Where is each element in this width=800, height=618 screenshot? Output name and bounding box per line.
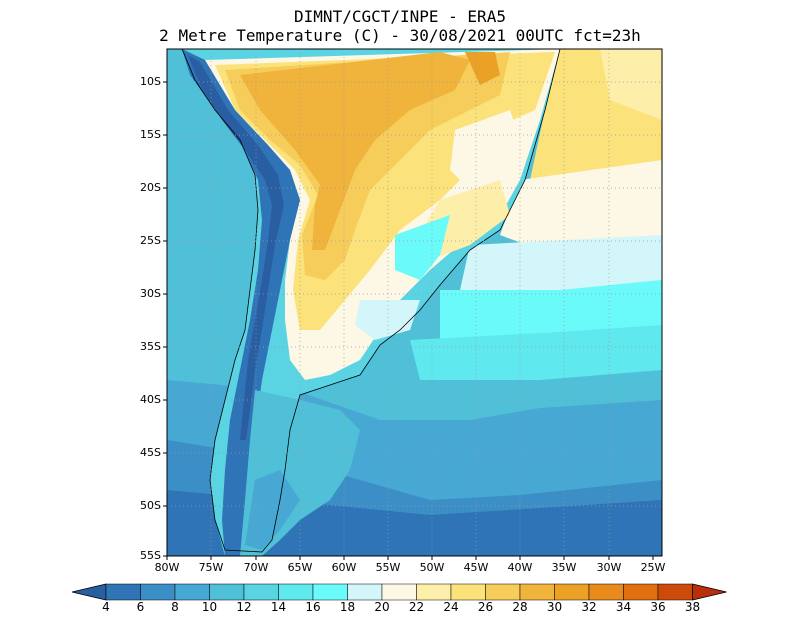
map-title: DIMNT/CGCT/INPE - ERA5	[294, 7, 506, 26]
lon-label: 65W	[287, 561, 313, 574]
colorbar-swatch	[278, 583, 314, 601]
colorbar-swatch	[485, 583, 521, 601]
colorbar-label: 20	[374, 600, 390, 614]
lon-label: 45W	[463, 561, 489, 574]
colorbar-label: 38	[684, 600, 701, 614]
map-subtitle: 2 Metre Temperature (C) - 30/08/2021 00U…	[159, 26, 641, 45]
colorbar-label: 32	[581, 600, 597, 614]
colorbar-swatch	[347, 583, 383, 601]
colorbar-swatch	[105, 583, 141, 601]
colorbar-swatch	[416, 583, 452, 601]
lon-label: 70W	[243, 561, 269, 574]
temperature-field	[167, 49, 662, 556]
colorbar-label: 4	[102, 600, 110, 614]
lon-label: 50W	[419, 561, 445, 574]
lat-label: 45S	[140, 446, 161, 459]
colorbar-label: 12	[236, 600, 252, 614]
colorbar-label: 26	[477, 600, 494, 614]
colorbar-label: 10	[201, 600, 218, 614]
lat-label: 35S	[140, 340, 161, 353]
colorbar-swatch	[174, 583, 210, 601]
map-frame	[166, 48, 663, 557]
colorbar-swatch	[588, 583, 624, 601]
colorbar-swatch	[243, 583, 279, 601]
lon-label: 25W	[640, 561, 666, 574]
lat-label: 50S	[140, 499, 161, 512]
colorbar-swatch	[519, 583, 555, 601]
colorbar-swatch	[554, 583, 590, 601]
lat-label: 25S	[140, 234, 161, 247]
colorbar-label: 8	[171, 600, 179, 614]
lat-label: 55S	[140, 549, 161, 562]
lat-label: 15S	[140, 128, 161, 141]
lon-label: 30W	[596, 561, 622, 574]
graticule	[167, 49, 662, 556]
colorbar-label: 14	[270, 600, 287, 614]
lat-label: 40S	[140, 393, 161, 406]
colorbar-label: 30	[546, 600, 563, 614]
colorbar-swatch	[657, 583, 693, 601]
colorbar-label: 22	[408, 600, 425, 614]
colorbar-swatch	[381, 583, 417, 601]
lon-label: 40W	[507, 561, 533, 574]
lon-label: 60W	[331, 561, 357, 574]
coastline	[181, 49, 561, 553]
colorbar-swatch	[450, 583, 486, 601]
colorbar-label: 18	[339, 600, 356, 614]
colorbar-swatch	[312, 583, 348, 601]
lon-label: 75W	[198, 561, 224, 574]
lon-label: 35W	[551, 561, 577, 574]
colorbar	[71, 583, 727, 601]
colorbar-label: 28	[512, 600, 528, 614]
lat-label: 10S	[140, 75, 161, 88]
colorbar-arrow-left	[71, 583, 107, 601]
colorbar-label: 34	[615, 600, 632, 614]
colorbar-label: 16	[305, 600, 321, 614]
colorbar-label: 6	[136, 600, 145, 614]
axis-ticks	[163, 81, 654, 560]
colorbar-label: 36	[650, 600, 666, 614]
colorbar-arrow-right	[692, 583, 727, 601]
lon-label: 80W	[154, 561, 180, 574]
lat-label: 20S	[140, 181, 161, 194]
colorbar-swatch	[140, 583, 176, 601]
colorbar-swatch	[209, 583, 245, 601]
colorbar-swatch	[623, 583, 659, 601]
lat-label: 30S	[140, 287, 161, 300]
lon-label: 55W	[375, 561, 401, 574]
colorbar-label: 24	[443, 600, 459, 614]
